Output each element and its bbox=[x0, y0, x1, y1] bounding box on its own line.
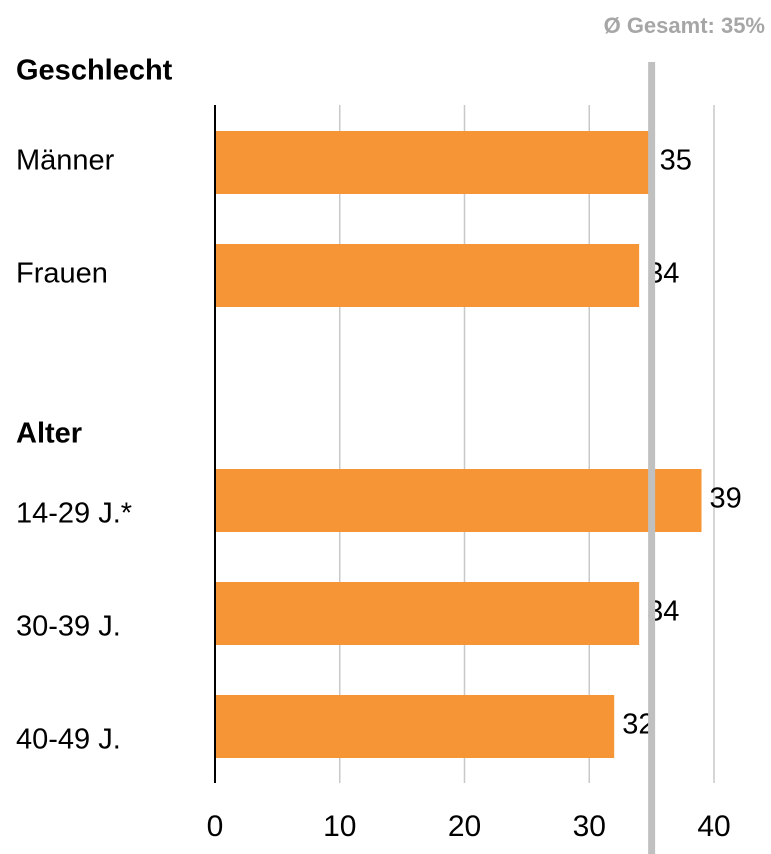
value-label: 35 bbox=[660, 145, 692, 177]
category-label: 40-49 J. bbox=[16, 724, 121, 756]
category-label: Männer bbox=[16, 145, 115, 177]
group-header: Geschlecht bbox=[16, 55, 173, 87]
x-tick-label: 20 bbox=[448, 810, 481, 843]
group-header: Alter bbox=[16, 418, 82, 450]
category-label: Frauen bbox=[16, 258, 108, 290]
x-tick-label: 0 bbox=[207, 810, 224, 843]
annotation: Ø Gesamt: 35% bbox=[604, 13, 765, 38]
x-tick-label: 40 bbox=[697, 810, 730, 843]
category-label: 30-39 J. bbox=[16, 611, 121, 643]
bar bbox=[215, 244, 640, 307]
x-tick-label: 30 bbox=[573, 810, 606, 843]
bar bbox=[215, 582, 640, 645]
bar bbox=[215, 131, 652, 194]
x-tick-label: 10 bbox=[323, 810, 356, 843]
bar bbox=[215, 469, 702, 532]
bar bbox=[215, 695, 615, 758]
category-label: 14-29 J.* bbox=[16, 498, 132, 530]
value-label: 39 bbox=[710, 483, 742, 515]
